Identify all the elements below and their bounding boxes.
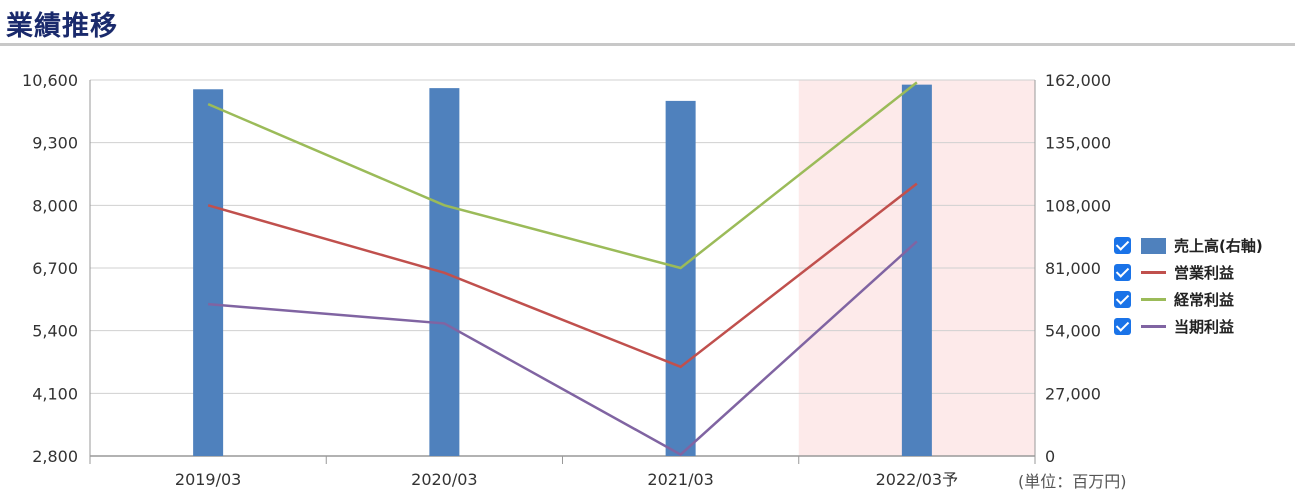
left-axis-tick-label: 9,300 (32, 134, 78, 153)
legend-checkbox-net-profit[interactable] (1114, 318, 1131, 335)
title-divider (0, 43, 1295, 46)
right-axis-tick-label: 135,000 (1045, 134, 1111, 153)
right-axis-tick-label: 162,000 (1045, 71, 1111, 90)
legend-checkbox-sales[interactable] (1114, 237, 1131, 254)
legend-swatch-operating-profit (1141, 271, 1166, 274)
page-title: 業績推移 (6, 11, 118, 42)
chart-legend: 売上高(右軸) 営業利益 経常利益 当期利益 (1114, 232, 1263, 340)
legend-label-net-profit: 当期利益 (1174, 318, 1235, 336)
legend-label-sales: 売上高(右軸) (1174, 237, 1263, 255)
left-axis-tick-label: 10,600 (22, 71, 78, 90)
right-axis-tick-label: 81,000 (1045, 259, 1101, 278)
legend-swatch-net-profit (1141, 325, 1166, 328)
sales-bar (193, 89, 224, 457)
net-profit-line (208, 240, 918, 457)
header: 業績推移 (0, 0, 1295, 46)
left-axis-tick-label: 5,400 (32, 322, 78, 341)
left-axis-tick-label: 4,100 (32, 384, 78, 403)
legend-item-net-profit[interactable]: 当期利益 (1114, 313, 1263, 340)
operating-profit-line (207, 182, 918, 369)
x-axis-category-label: 2022/03予 (876, 470, 958, 489)
x-axis-category-label: 2021/03 (647, 470, 713, 489)
legend-label-operating-profit: 営業利益 (1174, 264, 1235, 282)
sales-bar (901, 84, 932, 457)
legend-item-sales[interactable]: 売上高(右軸) (1114, 232, 1263, 259)
left-axis-tick-label: 2,800 (32, 447, 78, 466)
right-axis-tick-label: 54,000 (1045, 322, 1101, 341)
unit-note: (単位：百万円) (1018, 472, 1127, 491)
legend-item-operating-profit[interactable]: 営業利益 (1114, 259, 1263, 286)
right-axis-tick-label: 108,000 (1045, 196, 1111, 215)
legend-label-ordinary-profit: 経常利益 (1174, 291, 1235, 309)
legend-swatch-sales (1141, 237, 1166, 254)
legend-item-ordinary-profit[interactable]: 経常利益 (1114, 286, 1263, 313)
ordinary-profit-line (207, 81, 918, 270)
x-axis-category-label: 2019/03 (175, 470, 241, 489)
legend-checkbox-operating-profit[interactable] (1114, 264, 1131, 281)
legend-swatch-ordinary-profit (1141, 298, 1166, 301)
sales-bar (665, 100, 696, 456)
right-axis-tick-label: 0 (1045, 447, 1055, 466)
left-axis-tick-label: 6,700 (32, 259, 78, 278)
left-axis-tick-label: 8,000 (32, 196, 78, 215)
right-axis-tick-label: 27,000 (1045, 384, 1101, 403)
x-axis-category-label: 2020/03 (411, 470, 477, 489)
legend-checkbox-ordinary-profit[interactable] (1114, 291, 1131, 308)
